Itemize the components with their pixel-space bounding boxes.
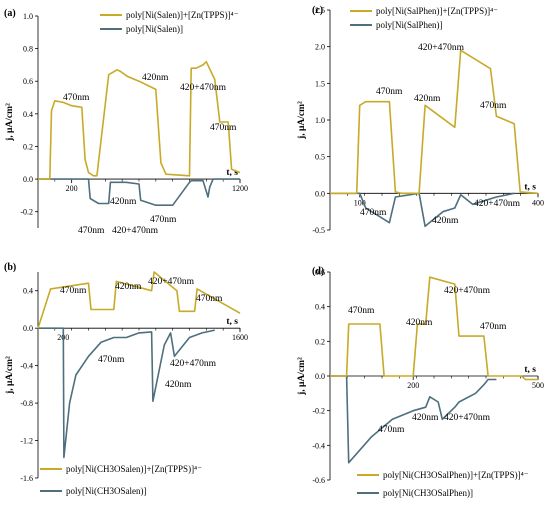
x-axis-label: t, s xyxy=(226,317,238,327)
wavelength-annotation: 470nm xyxy=(78,226,105,236)
composite-series-line xyxy=(330,49,539,195)
y-tick-label: 0.2 xyxy=(23,142,33,151)
x-tick-label: 500 xyxy=(532,381,544,390)
wavelength-annotation: 420+470nm xyxy=(418,43,465,53)
y-tick-label: 0.2 xyxy=(315,337,325,346)
x-tick-label: 1600 xyxy=(232,333,248,342)
polymer-series-line xyxy=(330,375,497,464)
y-tick-label: -0.5 xyxy=(312,226,325,235)
wavelength-annotation: 420nm xyxy=(412,413,439,423)
composite-series-line xyxy=(330,276,538,381)
composite-series-line xyxy=(38,60,241,180)
polymer-series-line xyxy=(330,192,515,228)
composite-series-line xyxy=(37,271,241,329)
x-tick-label: 1200 xyxy=(232,184,248,193)
y-tick-label: -0.4 xyxy=(20,362,33,371)
y-tick-label: 0.6 xyxy=(23,77,33,86)
wavelength-annotation: 420+470nm xyxy=(180,83,227,93)
legend-entry: poly[Ni(CH3OSalPhen)]+[Zn(TPPS)]⁴⁻ xyxy=(383,470,529,480)
x-tick-label: 200 xyxy=(66,184,78,193)
y-tick-label: 0.6 xyxy=(315,268,325,277)
wavelength-annotation: 470nm xyxy=(98,355,125,365)
wavelength-annotation: 420nm xyxy=(165,380,192,390)
legend-entry: poly[Ni(SalPhen)] xyxy=(376,20,443,30)
legend-entry: poly[Ni(CH3OSalen)] xyxy=(66,486,147,496)
y-axis-label: j, μA/cm² xyxy=(297,101,307,140)
wavelength-annotation: 470nm xyxy=(63,93,90,103)
wavelength-annotation: 420+470nm xyxy=(148,277,195,287)
x-axis-label: t, s xyxy=(226,168,238,178)
wavelength-annotation: 470nm xyxy=(210,123,237,133)
panel-label: (a) xyxy=(4,8,16,19)
wavelength-annotation: 420+470nm xyxy=(444,286,491,296)
y-tick-label: 0.4 xyxy=(23,287,33,296)
y-tick-label: -0.8 xyxy=(20,399,33,408)
legend-entry: poly[Ni(CH3OSalen)]+[Zn(TPPS)]⁴⁻ xyxy=(66,464,202,474)
y-tick-label: 0.0 xyxy=(315,189,325,198)
wavelength-annotation: 470nm xyxy=(150,215,177,225)
y-tick-label: 0.0 xyxy=(315,372,325,381)
wavelength-annotation: 470nm xyxy=(480,101,507,111)
wavelength-annotation: 470nm xyxy=(480,322,507,332)
wavelength-annotation: 420+470nm xyxy=(444,413,491,423)
y-tick-label: 0.4 xyxy=(23,110,33,119)
y-tick-label: 0.0 xyxy=(23,324,33,333)
wavelength-annotation: 470nm xyxy=(60,286,87,296)
wavelength-annotation: 470nm xyxy=(196,294,223,304)
x-tick-label: 400 xyxy=(532,198,544,207)
x-axis-label: t, s xyxy=(524,182,536,192)
wavelength-annotation: 470nm xyxy=(378,425,405,435)
y-axis-label: j, μA/cm² xyxy=(5,356,15,395)
panel-a: (a) -0.2 0.0 0.2 0.4 0.6 0.8 1.0 200 1200 t, s j, μ… xyxy=(4,8,248,236)
y-axis-label: j, μA/cm² xyxy=(5,103,15,142)
wavelength-annotation: 470nm xyxy=(348,306,375,316)
panel-label: (b) xyxy=(4,262,16,273)
y-axis-label: j, μA/cm² xyxy=(297,357,307,396)
polymer-series-line xyxy=(38,178,240,206)
y-tick-label: -0.4 xyxy=(312,441,325,450)
panel-c: (c) -0.5 0.0 0.5 1.0 1.5 2.0 2.5 100 400 t, s j, μA… xyxy=(297,5,544,235)
y-tick-label: 0.4 xyxy=(315,303,325,312)
y-tick-label: 2.5 xyxy=(315,6,325,15)
x-axis-label: t, s xyxy=(524,365,536,375)
panel-label: (d) xyxy=(312,266,324,277)
wavelength-annotation: 420+470nm xyxy=(112,226,159,236)
wavelength-annotation: 420nm xyxy=(110,197,137,207)
panel-d: (d) -0.6 -0.4 -0.2 0.0 0.2 0.4 0.6 200 500 t, s j, … xyxy=(297,266,544,498)
y-tick-label: -1.6 xyxy=(20,474,33,483)
wavelength-annotation: 420nm xyxy=(414,94,441,104)
legend-entry: poly[Ni(Salen)] xyxy=(126,24,183,34)
y-tick-label: -0.6 xyxy=(312,476,325,485)
y-tick-label: 2.0 xyxy=(315,43,325,52)
y-tick-label: 0.0 xyxy=(23,175,33,184)
wavelength-annotation: 420nm xyxy=(142,73,169,83)
y-tick-label: 0.5 xyxy=(315,153,325,162)
wavelength-annotation: 420+470nm xyxy=(170,359,217,369)
y-tick-label: 1.0 xyxy=(315,116,325,125)
wavelength-annotation: 420nm xyxy=(432,216,459,226)
legend-entry: poly[Ni(SalPhen)]+[Zn(TPPS)]⁴⁻ xyxy=(376,6,498,16)
legend-entry: poly[Ni(CH3OSalPhen)] xyxy=(383,488,473,498)
y-tick-label: -1.2 xyxy=(20,437,33,446)
y-tick-label: 1.5 xyxy=(315,79,325,88)
y-tick-label: -0.2 xyxy=(20,208,33,217)
panel-label: (c) xyxy=(312,5,323,16)
y-tick-label: 1.0 xyxy=(23,12,33,21)
y-tick-label: 0.8 xyxy=(23,45,33,54)
wavelength-annotation: 470nm xyxy=(376,87,403,97)
wavelength-annotation: 470nm xyxy=(360,208,387,218)
x-tick-label: 100 xyxy=(354,198,366,207)
legend-entry: poly[Ni(Salen)]+[Zn(TPPS)]⁴⁻ xyxy=(126,10,239,20)
polymer-series-line xyxy=(38,327,215,459)
wavelength-annotation: 420nm xyxy=(406,318,433,328)
wavelength-annotation: 420nm xyxy=(115,282,142,292)
x-tick-label: 200 xyxy=(407,381,419,390)
y-tick-label: -0.2 xyxy=(312,407,325,416)
wavelength-annotation: 420+470nm xyxy=(474,199,521,209)
